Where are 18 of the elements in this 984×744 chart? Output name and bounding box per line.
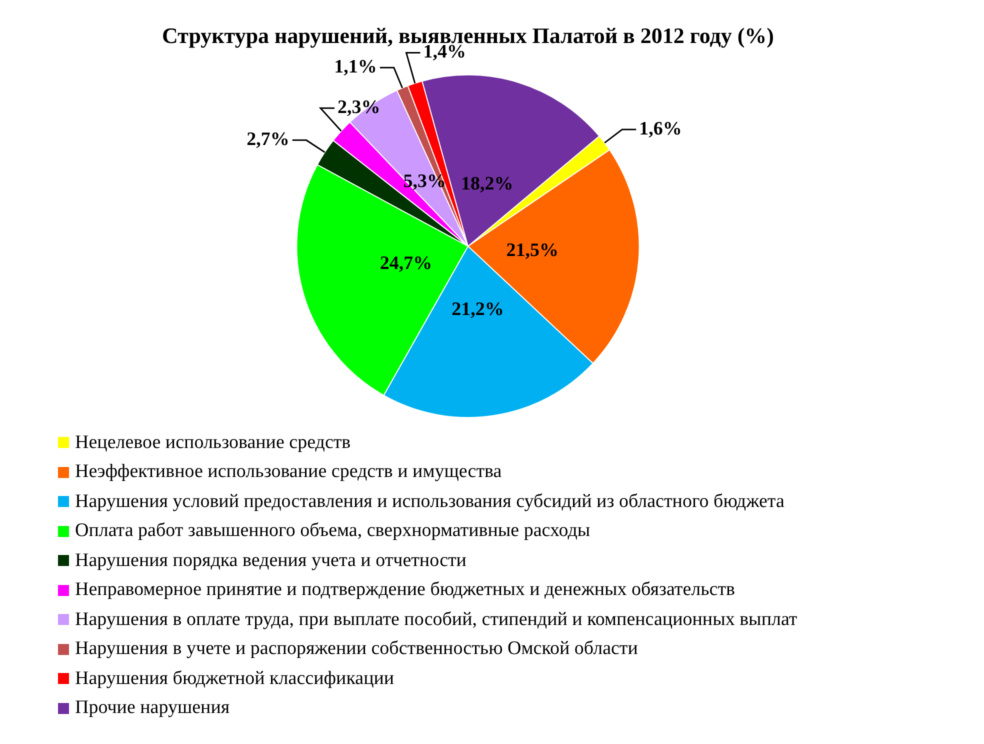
data-label: 2,7% (246, 129, 290, 150)
data-label: 21,2% (452, 298, 504, 320)
legend-label: Нецелевое использование средств (75, 432, 351, 454)
legend-label: Нарушения условий предоставления и использования субсидий из областного бюджета (75, 490, 784, 513)
legend-label: Нарушения в оплате труда, при выплате пособий, стипендий и компенсационных выплат (75, 608, 798, 631)
legend-label: Оплата работ завышенного объема, сверхнормативные расходы (75, 520, 590, 542)
legend-label: Нарушения бюджетной классификации (75, 668, 394, 690)
data-label: 2,3% (338, 97, 380, 118)
legend-label: Нарушения в учете и распоряжении собственностью Омской области (75, 638, 638, 660)
legend-label: Прочие нарушения (75, 697, 230, 720)
data-label: 21,5% (506, 240, 559, 262)
data-label: 24,7% (380, 252, 432, 274)
data-label: 18,2% (461, 173, 514, 194)
legend-label: Нарушения порядка ведения учета и отчетности (75, 550, 466, 572)
data-label: 1,1% (334, 56, 377, 78)
legend-label: Неэффективное использование средств и имущества (75, 461, 502, 484)
legend-label: Неправомерное принятие и подтверждение бюджетных и денежных обязательств (75, 579, 735, 602)
data-label: 1,6% (639, 118, 682, 140)
